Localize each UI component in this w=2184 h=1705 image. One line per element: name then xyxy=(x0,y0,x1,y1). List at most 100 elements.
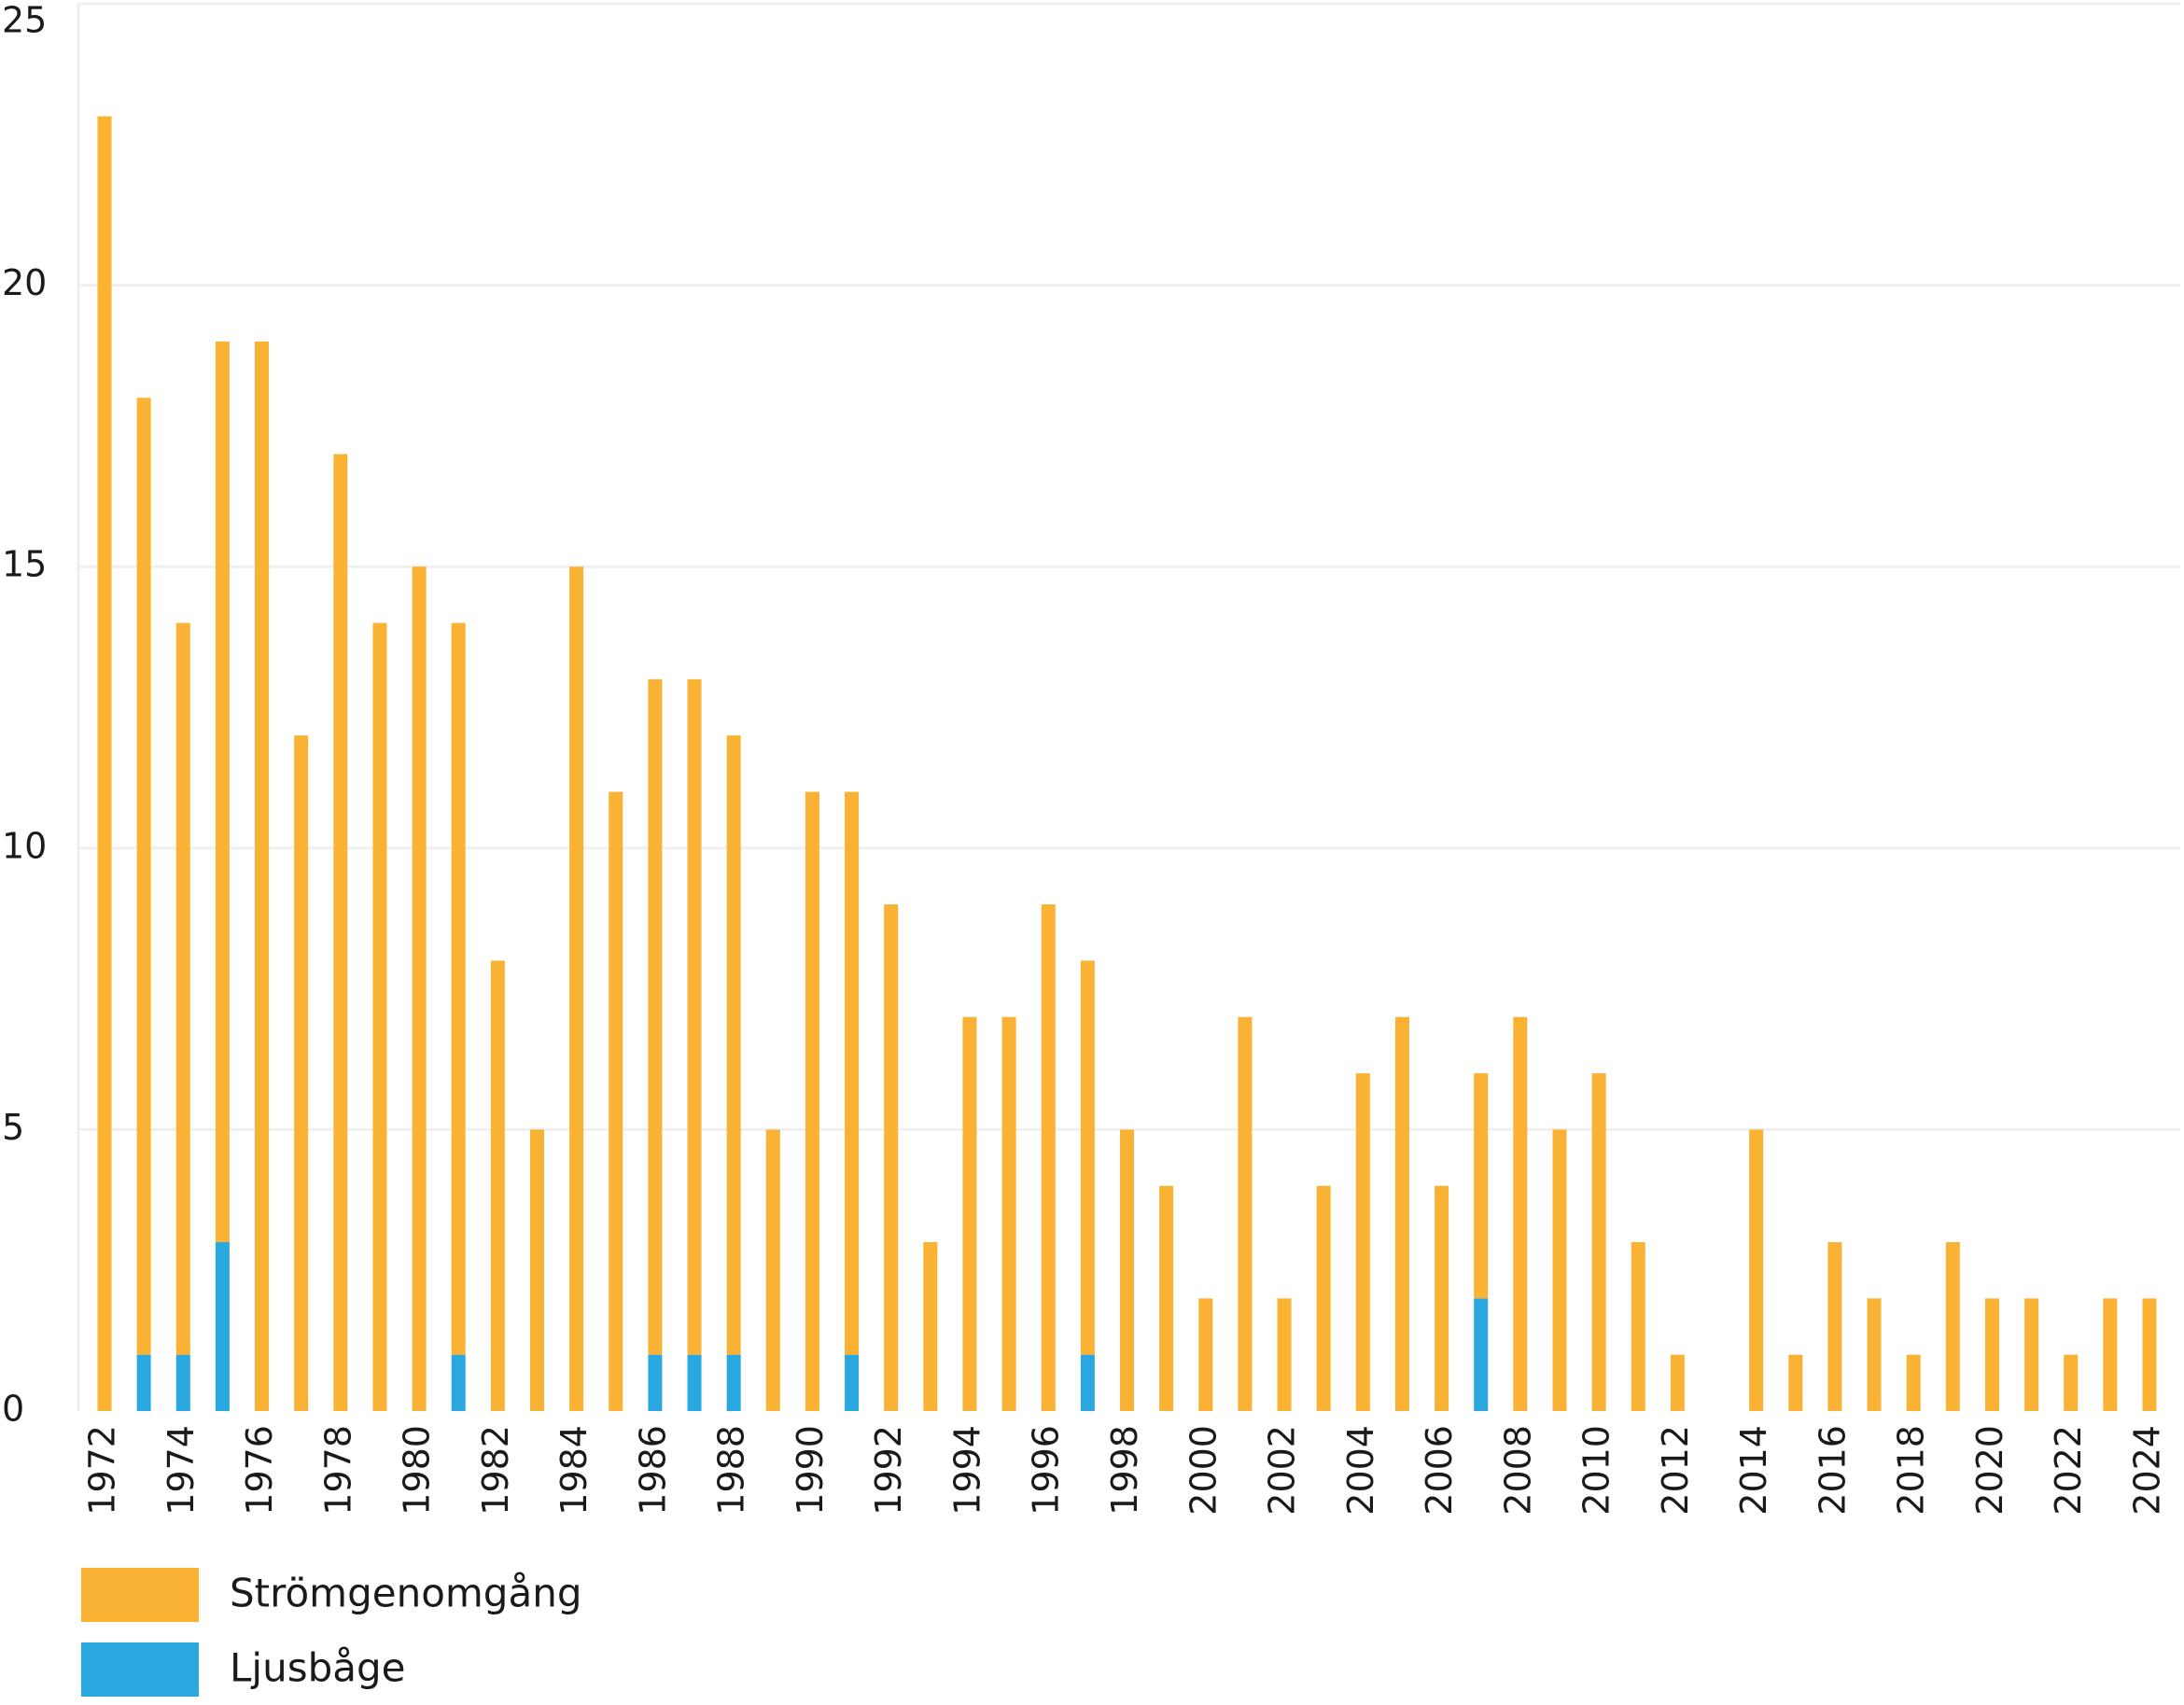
bar-segment xyxy=(1120,1129,1134,1411)
bar-segment xyxy=(1906,1354,1921,1411)
bar-segment xyxy=(1001,1016,1016,1411)
bar-segment xyxy=(687,1354,702,1411)
x-tick-label: 1994 xyxy=(946,1425,987,1516)
bar-segment xyxy=(609,791,623,1411)
x-tick-label: 1986 xyxy=(632,1425,673,1516)
x-tick-label: 2022 xyxy=(2048,1425,2089,1516)
legend-swatch xyxy=(81,1568,199,1622)
bar-segment xyxy=(2024,1298,2039,1411)
bar-segment xyxy=(136,398,151,1355)
x-tick-label: 1998 xyxy=(1104,1425,1145,1516)
x-tick-label: 1980 xyxy=(397,1425,438,1516)
x-tick-label: 2002 xyxy=(1262,1425,1303,1516)
x-tick-label: 1992 xyxy=(868,1425,909,1516)
bar-segment xyxy=(1474,1073,1489,1299)
bar-segment xyxy=(1355,1073,1370,1411)
bar-segment xyxy=(648,678,663,1355)
bar-segment xyxy=(687,678,702,1355)
x-tick-label: 1972 xyxy=(82,1425,123,1516)
x-tick-label: 2004 xyxy=(1340,1425,1381,1516)
x-tick-label: 2016 xyxy=(1812,1425,1853,1516)
bar-segment xyxy=(1238,1016,1253,1411)
bar-segment xyxy=(569,566,584,1411)
x-tick-label: 1982 xyxy=(475,1425,516,1516)
bar-segment xyxy=(294,735,309,1411)
x-tick-label: 2006 xyxy=(1419,1425,1460,1516)
legend-label: Strömgenomgång xyxy=(230,1571,582,1616)
x-tick-label: 2020 xyxy=(1969,1425,2010,1516)
y-tick-label: 25 xyxy=(2,0,47,41)
bar-segment xyxy=(529,1129,544,1411)
bar-segment xyxy=(372,622,387,1411)
bar-segment xyxy=(1827,1242,1842,1411)
bar-segment xyxy=(333,454,348,1411)
y-tick-label: 20 xyxy=(2,262,47,303)
bar-segment xyxy=(1277,1298,1292,1411)
bar-segment xyxy=(884,904,899,1411)
x-tick-label: 2012 xyxy=(1655,1425,1696,1516)
x-tick-label: 1984 xyxy=(553,1425,595,1516)
y-tick-label: 10 xyxy=(2,825,47,866)
bar-segment xyxy=(451,1354,466,1411)
bar-segment xyxy=(412,566,427,1411)
bar-segment xyxy=(923,1242,938,1411)
bar-segment xyxy=(1867,1298,1882,1411)
bar-segment xyxy=(2064,1354,2079,1411)
bar-segment xyxy=(215,1242,230,1411)
bar-segment xyxy=(1394,1016,1409,1411)
x-tick-label: 2008 xyxy=(1497,1425,1538,1516)
bar-segment xyxy=(765,1129,780,1411)
bar-segment xyxy=(648,1354,663,1411)
bar-segment xyxy=(845,1354,860,1411)
legend-swatch xyxy=(81,1642,199,1697)
bar-segment xyxy=(1080,960,1095,1355)
bar-segment xyxy=(1080,1354,1095,1411)
bar-segment xyxy=(1435,1185,1449,1411)
bar-segment xyxy=(1513,1016,1528,1411)
x-tick-label: 1976 xyxy=(239,1425,280,1516)
bar-segment xyxy=(1670,1354,1685,1411)
x-tick-label: 1978 xyxy=(317,1425,358,1516)
bar-segment xyxy=(1749,1129,1764,1411)
bar-segment xyxy=(1984,1298,1999,1411)
bar-segment xyxy=(136,1354,151,1411)
bar-segment xyxy=(175,622,190,1355)
bar-segment xyxy=(215,341,230,1243)
bar-segment xyxy=(175,1354,190,1411)
bar-segment xyxy=(255,341,270,1411)
bar-segment xyxy=(1631,1242,1645,1411)
x-tick-label: 1990 xyxy=(790,1425,831,1516)
bar-segment xyxy=(1474,1298,1489,1411)
y-tick-label: 5 xyxy=(2,1107,24,1148)
bar-segment xyxy=(451,622,466,1355)
bar-segment xyxy=(2142,1298,2157,1411)
bar-segment xyxy=(1041,904,1056,1411)
bar-segment xyxy=(97,116,112,1411)
bar-segment xyxy=(1552,1129,1567,1411)
bar-segment xyxy=(1198,1298,1213,1411)
bar-segment xyxy=(845,791,860,1355)
bar-segment xyxy=(726,735,741,1355)
bar-segment xyxy=(1316,1185,1331,1411)
x-tick-label: 1988 xyxy=(711,1425,752,1516)
bar-segment xyxy=(1591,1073,1606,1411)
x-tick-label: 2000 xyxy=(1183,1425,1224,1516)
x-tick-label: 2010 xyxy=(1576,1425,1617,1516)
y-tick-label: 15 xyxy=(2,544,47,585)
bar-segment xyxy=(1159,1185,1174,1411)
x-tick-label: 1974 xyxy=(161,1425,202,1516)
bar-segment xyxy=(1788,1354,1803,1411)
x-tick-label: 1996 xyxy=(1026,1425,1067,1516)
bar-segment xyxy=(962,1016,977,1411)
legend-label: Ljusbåge xyxy=(230,1645,405,1691)
x-tick-label: 2018 xyxy=(1891,1425,1932,1516)
x-tick-label: 2014 xyxy=(1733,1425,1774,1516)
bar-segment xyxy=(490,960,505,1411)
bar-segment xyxy=(805,791,819,1411)
bar-segment xyxy=(726,1354,741,1411)
x-tick-label: 2024 xyxy=(2127,1425,2168,1516)
bar-segment xyxy=(2103,1298,2118,1411)
y-tick-label: 0 xyxy=(2,1389,24,1430)
bar-segment xyxy=(1945,1242,1960,1411)
